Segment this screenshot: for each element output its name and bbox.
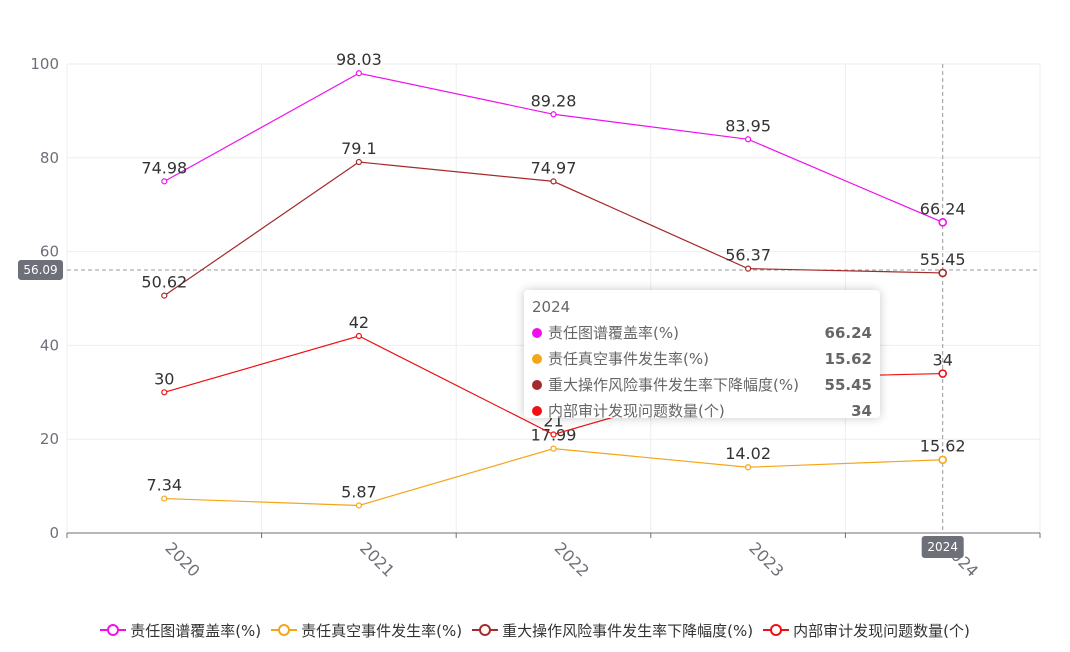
data-point [355,70,362,77]
data-label: 56.37 [725,246,771,265]
x-tick-label: 2021 [356,538,398,580]
legend-item[interactable]: 责任图谱覆盖率(%) [100,620,261,641]
x-tick-label: 2020 [161,538,203,580]
legend-line-circle-icon [271,624,298,636]
legend-label: 责任图谱覆盖率(%) [130,621,262,640]
data-point [550,431,557,438]
data-point [161,178,168,185]
x-tick-label: 2022 [551,538,593,580]
tooltip-series-name: 重大操作风险事件发生率下降幅度(%) [548,376,799,394]
data-label: 74.98 [141,158,187,177]
data-point [938,268,948,278]
crosshair-x-label: 2024 [927,540,958,554]
tooltip-dot-icon [532,406,542,416]
legend-label: 内部审计发现问题数量(个) [793,621,970,640]
tooltip-series-value: 55.45 [824,376,872,394]
data-label: 7.34 [146,476,182,495]
data-point [355,158,362,166]
y-tick-label: 40 [40,336,59,354]
legend-line-circle-icon [472,624,499,636]
tooltip-dot-icon [532,328,542,338]
tooltip-row: 重大操作风险事件发生率下降幅度(%) 55.45 [532,372,872,398]
tooltip-row: 内部审计发现问题数量(个) 34 [532,398,872,424]
data-label: 83.95 [725,116,771,135]
legend-item[interactable]: 责任真空事件发生率(%) [271,620,462,641]
legend-label: 重大操作风险事件发生率下降幅度(%) [502,621,754,640]
crosshair-y-label: 56.09 [23,263,57,277]
legend-item[interactable]: 重大操作风险事件发生率下降幅度(%) [472,620,753,641]
legend-label: 责任真空事件发生率(%) [301,621,463,640]
data-label: 42 [349,313,369,332]
data-label: 55.45 [920,250,966,269]
data-point [938,455,948,465]
data-label: 14.02 [725,444,771,463]
tooltip-series-name: 内部审计发现问题数量(个) [548,402,725,420]
crosshair-x-label-box [921,536,964,558]
legend-item[interactable]: 内部审计发现问题数量(个) [763,620,970,641]
data-label: 74.97 [531,158,577,177]
tooltip-series-value: 15.62 [824,350,872,368]
tooltip-series-value: 66.24 [824,324,872,342]
y-tick-label: 20 [40,430,59,448]
data-point [161,495,168,502]
tooltip-series-value: 34 [851,402,872,420]
y-tick-label: 0 [49,524,59,542]
data-point [938,369,948,378]
data-point [744,265,752,272]
series-line [164,448,943,507]
data-label: 98.03 [336,50,382,69]
data-point [550,445,557,452]
data-label: 50.62 [141,273,187,292]
data-point [550,178,557,185]
tooltip-dot-icon [532,380,542,390]
crosshair-y-label-box [18,259,63,280]
data-label: 66.24 [920,199,966,218]
tooltip-row: 责任图谱覆盖率(%) 66.24 [532,320,872,346]
legend: 责任图谱覆盖率(%) 责任真空事件发生率(%) 重大操作风险事件发生率下降幅度(… [0,618,1070,642]
data-point [161,389,168,396]
data-point [938,218,948,227]
data-label: 79.1 [341,139,377,158]
data-point [744,136,752,143]
data-label: 15.62 [920,437,966,456]
data-point [161,292,168,299]
y-tick-label: 60 [40,243,59,261]
data-point [355,502,362,509]
y-tick-label: 100 [30,55,59,73]
data-label: 89.28 [531,91,577,110]
data-label: 5.87 [341,482,377,501]
data-label: 34 [933,351,953,370]
data-point [355,332,362,340]
tooltip-row: 责任真空事件发生率(%) 15.62 [532,346,872,372]
tooltip-title: 2024 [532,298,571,316]
tooltip: 2024 责任图谱覆盖率(%) 66.24 责任真空事件发生率(%) 15.62… [524,290,880,420]
y-tick-label: 80 [40,149,59,167]
data-label: 30 [154,369,174,388]
tooltip-series-name: 责任真空事件发生率(%) [548,350,709,368]
data-point [550,111,557,118]
legend-line-circle-icon [763,624,790,636]
x-tick-label: 2023 [745,538,787,580]
tooltip-series-name: 责任图谱覆盖率(%) [548,324,679,342]
data-point [744,464,752,471]
tooltip-dot-icon [532,354,542,364]
legend-line-circle-icon [100,624,127,636]
